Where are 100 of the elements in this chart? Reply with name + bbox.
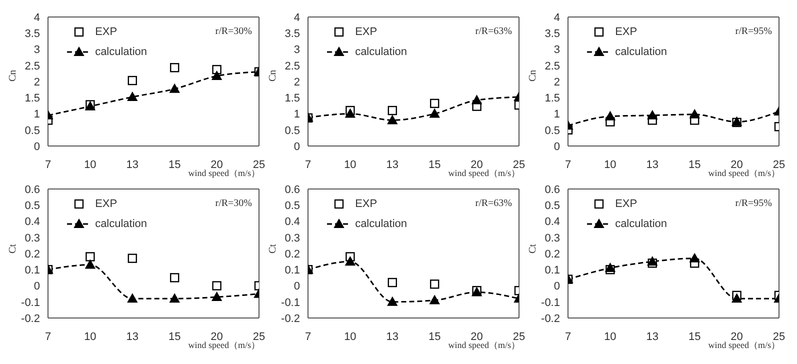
y-tick-label: 2.5 bbox=[544, 60, 560, 72]
point bbox=[212, 292, 222, 302]
y-tick-label: 2.5 bbox=[24, 60, 40, 72]
x-tick-label: 10 bbox=[604, 330, 616, 343]
x-tick-label: 10 bbox=[84, 158, 96, 171]
y-tick-label: 0 bbox=[34, 140, 40, 153]
y-tick-label: 1 bbox=[554, 108, 560, 121]
y-tick-label: 2 bbox=[294, 76, 300, 88]
y-tick-label: 0.5 bbox=[544, 124, 560, 137]
legend-label: EXP bbox=[355, 26, 378, 38]
y-tick-label: 1.5 bbox=[544, 92, 560, 105]
y-tick-label: -0.1 bbox=[21, 296, 40, 309]
x-tick-label: 15 bbox=[428, 158, 441, 171]
y-tick-label: 0.3 bbox=[284, 232, 300, 244]
point bbox=[430, 280, 440, 289]
legend-label: EXP bbox=[615, 198, 638, 210]
y-tick-label: -0.1 bbox=[541, 296, 560, 309]
y-tick-label: 0.1 bbox=[284, 264, 300, 277]
x-tick-label: 7 bbox=[564, 158, 572, 171]
y-tick-label: 0 bbox=[34, 280, 40, 293]
point bbox=[388, 106, 397, 116]
y-tick-label: 0.2 bbox=[544, 248, 560, 260]
legend-label: EXP bbox=[355, 198, 378, 210]
y-axis-title: Ct bbox=[268, 244, 279, 254]
x-tick-label: 20 bbox=[470, 158, 483, 171]
y-tick-label: 3.5 bbox=[284, 28, 300, 40]
x-tick-label: 20 bbox=[210, 330, 223, 343]
annotation: r/R=95% bbox=[735, 198, 772, 209]
x-tick-label: 15 bbox=[428, 330, 441, 343]
y-tick-label: 0 bbox=[554, 280, 560, 293]
y-tick-label: 4 bbox=[34, 12, 40, 24]
annotation: r/R=30% bbox=[215, 26, 252, 37]
x-tick-label: 15 bbox=[168, 158, 181, 171]
point bbox=[127, 92, 138, 101]
x-tick-label: 10 bbox=[344, 330, 356, 343]
x-tick-label: 20 bbox=[730, 158, 743, 171]
y-tick-label: 3.5 bbox=[544, 28, 560, 40]
y-tick-label: 0.6 bbox=[284, 184, 300, 196]
x-tick-label: 7 bbox=[564, 330, 572, 343]
x-tick-label: 25 bbox=[512, 330, 526, 343]
y-axis-title: Ct bbox=[528, 244, 539, 254]
y-tick-label: 0 bbox=[294, 280, 300, 293]
x-axis-title: wind speed（m/s） bbox=[188, 168, 260, 180]
y-tick-label: -0.1 bbox=[281, 296, 300, 309]
x-tick-label: 13 bbox=[386, 158, 399, 171]
x-tick-label: 15 bbox=[168, 330, 181, 343]
legend-label: EXP bbox=[95, 26, 118, 38]
point bbox=[345, 256, 356, 266]
annotation: r/R=95% bbox=[735, 26, 772, 37]
x-tick-label: 13 bbox=[126, 330, 139, 343]
annotation: r/R=63% bbox=[475, 198, 512, 209]
y-tick-label: -0.2 bbox=[21, 312, 40, 325]
y-tick-label: 0.4 bbox=[544, 216, 560, 228]
y-tick-label: 0 bbox=[294, 140, 300, 153]
y-tick-label: 0.5 bbox=[24, 200, 40, 212]
x-tick-label: 7 bbox=[304, 158, 312, 171]
x-tick-label: 20 bbox=[730, 330, 743, 343]
y-tick-label: 3 bbox=[34, 44, 40, 56]
y-tick-label: 4 bbox=[554, 12, 560, 24]
y-tick-label: 0.2 bbox=[24, 248, 40, 260]
y-tick-label: 3 bbox=[294, 44, 300, 56]
x-tick-label: 10 bbox=[84, 330, 96, 343]
legend-label: calculation bbox=[615, 218, 668, 230]
y-tick-label: 1.5 bbox=[24, 92, 40, 105]
y-tick-label: 0.4 bbox=[24, 216, 40, 228]
x-tick-label: 13 bbox=[126, 158, 139, 171]
legend-label: calculation bbox=[95, 46, 148, 58]
point bbox=[430, 98, 440, 108]
point bbox=[472, 95, 482, 104]
x-axis-title: wind speed（m/s） bbox=[708, 340, 780, 352]
point bbox=[127, 294, 138, 303]
x-tick-label: 13 bbox=[646, 330, 659, 343]
point bbox=[430, 108, 440, 118]
legend-label: calculation bbox=[615, 46, 668, 58]
point bbox=[128, 254, 137, 263]
y-tick-label: 3 bbox=[554, 44, 560, 56]
x-tick-label: 25 bbox=[772, 158, 786, 171]
x-axis-title: wind speed（m/s） bbox=[448, 340, 520, 352]
y-tick-label: 0.5 bbox=[24, 124, 40, 137]
x-tick-label: 7 bbox=[44, 158, 52, 171]
point bbox=[430, 295, 440, 304]
x-axis-title: wind speed（m/s） bbox=[708, 168, 780, 180]
point bbox=[128, 76, 137, 86]
x-tick-label: 7 bbox=[44, 330, 52, 343]
y-tick-label: 0 bbox=[554, 140, 560, 153]
y-tick-label: 0.6 bbox=[24, 184, 40, 196]
legend-label: calculation bbox=[95, 218, 148, 230]
point bbox=[170, 84, 180, 93]
annotation: r/R=30% bbox=[215, 198, 252, 209]
legend-label: calculation bbox=[355, 218, 408, 230]
x-tick-label: 25 bbox=[772, 330, 786, 343]
y-tick-label: 1.5 bbox=[284, 92, 300, 105]
y-tick-label: 0.5 bbox=[284, 124, 300, 137]
point bbox=[388, 278, 397, 288]
y-axis-title: Cn bbox=[8, 70, 19, 82]
legend-label: EXP bbox=[615, 26, 638, 38]
y-tick-label: -0.2 bbox=[281, 312, 300, 325]
y-tick-label: 0.1 bbox=[544, 264, 560, 277]
point bbox=[212, 64, 222, 74]
point bbox=[212, 281, 222, 290]
